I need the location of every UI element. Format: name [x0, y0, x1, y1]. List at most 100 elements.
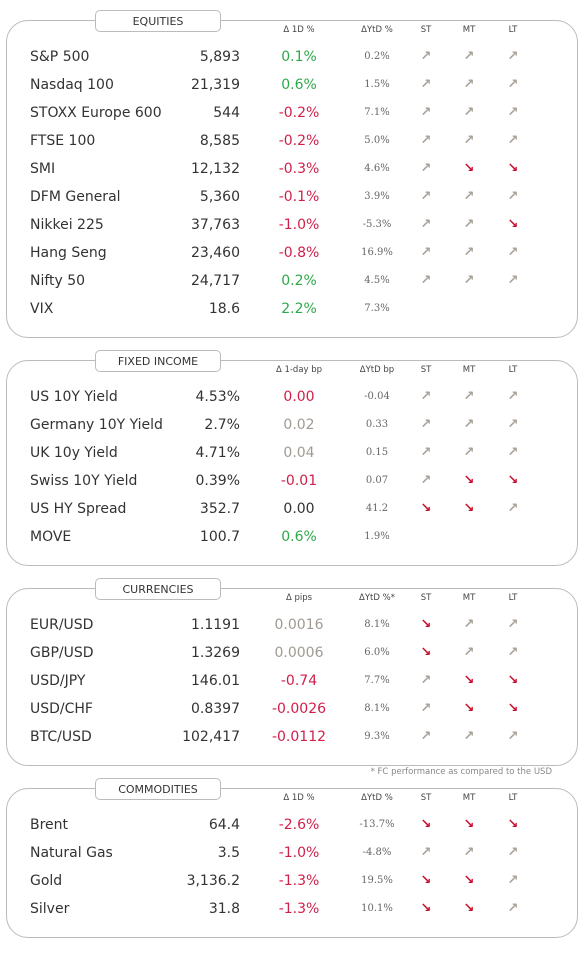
column-header: ΔYtD bp: [359, 365, 395, 375]
row-ytd: 9.3%: [364, 731, 390, 742]
row-change: -0.74: [280, 673, 318, 689]
column-header: Δ pips: [285, 593, 313, 603]
trend-arrow: ↘: [463, 701, 475, 716]
row-change: -1.3%: [278, 901, 320, 917]
trend-arrow: ↗: [507, 189, 519, 204]
trend-arrow: ↘: [463, 501, 475, 516]
row-name: STOXX Europe 600: [30, 105, 162, 121]
row-value: 2.7%: [204, 417, 240, 433]
trend-arrow: ↗: [507, 417, 519, 432]
column-header: ΔYtD %*: [359, 593, 395, 603]
row-value: 544: [213, 105, 240, 121]
section-title: EQUITIES: [95, 10, 221, 32]
trend-arrow: ↗: [507, 245, 519, 260]
column-header: ST: [420, 593, 432, 603]
trend-arrow: ↗: [507, 273, 519, 288]
trend-arrow: ↗: [463, 77, 475, 92]
trend-arrow: ↗: [420, 161, 432, 176]
row-value: 146.01: [191, 673, 240, 689]
column-header: MT: [462, 365, 476, 375]
column-header: LT: [508, 793, 518, 803]
row-ytd: 41.2: [365, 503, 389, 514]
row-change: -0.2%: [278, 133, 320, 149]
row-value: 4.53%: [195, 389, 240, 405]
trend-arrow: ↗: [420, 273, 432, 288]
row-ytd: 3.9%: [364, 191, 390, 202]
trend-arrow: ↗: [420, 845, 432, 860]
trend-arrow: ↗: [420, 389, 432, 404]
row-ytd: 16.9%: [361, 247, 393, 258]
row-name: Brent: [30, 817, 69, 833]
row-ytd: 7.1%: [364, 107, 390, 118]
row-ytd: 1.9%: [364, 531, 390, 542]
row-name: Gold: [30, 873, 63, 889]
row-change: -2.6%: [278, 817, 320, 833]
row-name: Nasdaq 100: [30, 77, 114, 93]
row-value: 12,132: [191, 161, 240, 177]
trend-arrow: ↘: [507, 673, 519, 688]
row-ytd: 7.3%: [364, 303, 390, 314]
row-value: 102,417: [182, 729, 240, 745]
trend-arrow: ↗: [507, 49, 519, 64]
row-value: 1.1191: [191, 617, 240, 633]
row-value: 18.6: [208, 301, 240, 317]
row-name: USD/JPY: [30, 673, 86, 689]
trend-arrow: ↗: [420, 673, 432, 688]
trend-arrow: ↗: [420, 105, 432, 120]
row-change: 0.0006: [274, 645, 324, 661]
row-value: 23,460: [191, 245, 240, 261]
column-header: LT: [508, 365, 518, 375]
trend-arrow: ↗: [463, 105, 475, 120]
trend-arrow: ↗: [507, 133, 519, 148]
row-change: -0.2%: [278, 105, 320, 121]
trend-arrow: ↘: [420, 501, 432, 516]
row-value: 4.71%: [195, 445, 240, 461]
column-header: ΔYtD %: [361, 793, 393, 803]
row-change: -0.01: [280, 473, 318, 489]
row-value: 37,763: [191, 217, 240, 233]
row-change: 0.00: [283, 501, 315, 517]
section-box: COMMODITIES Δ 1D % ΔYtD % ST MT LT Brent 64.4 -2…: [6, 778, 578, 938]
column-header: Δ 1D %: [283, 793, 315, 803]
row-change: 0.00: [283, 389, 315, 405]
row-change: -1.3%: [278, 873, 320, 889]
trend-arrow: ↗: [463, 445, 475, 460]
row-value: 3,136.2: [186, 873, 240, 889]
row-ytd: 0.07: [365, 475, 389, 486]
row-value: 5,893: [199, 49, 240, 65]
section-title: CURRENCIES: [95, 578, 221, 600]
trend-arrow: ↘: [507, 817, 519, 832]
trend-arrow: ↘: [420, 817, 432, 832]
row-change: 0.0016: [274, 617, 324, 633]
column-header: MT: [462, 793, 476, 803]
footnote: * FC performance as compared to the USD: [370, 767, 552, 777]
trend-arrow: ↗: [420, 217, 432, 232]
row-change: 0.04: [283, 445, 315, 461]
row-change: 0.2%: [281, 273, 317, 289]
row-ytd: -13.7%: [359, 819, 395, 830]
row-ytd: 8.1%: [364, 619, 390, 630]
row-name: Natural Gas: [30, 845, 113, 861]
column-header: LT: [508, 593, 518, 603]
row-name: Silver: [30, 901, 70, 917]
column-header: ST: [420, 365, 432, 375]
row-ytd: -0.04: [364, 391, 390, 402]
trend-arrow: ↗: [420, 701, 432, 716]
row-ytd: 0.2%: [364, 51, 390, 62]
trend-arrow: ↗: [420, 189, 432, 204]
row-value: 1.3269: [191, 645, 240, 661]
trend-arrow: ↗: [463, 729, 475, 744]
row-ytd: -5.3%: [362, 219, 392, 230]
trend-arrow: ↗: [463, 273, 475, 288]
trend-arrow: ↗: [507, 389, 519, 404]
row-ytd: 1.5%: [364, 79, 390, 90]
trend-arrow: ↗: [507, 645, 519, 660]
row-name: US HY Spread: [30, 501, 127, 517]
trend-arrow: ↗: [420, 245, 432, 260]
row-name: USD/CHF: [30, 701, 93, 717]
section-title: FIXED INCOME: [95, 350, 221, 372]
row-name: UK 10y Yield: [30, 445, 118, 461]
trend-arrow: ↗: [507, 617, 519, 632]
row-name: SMI: [30, 161, 56, 177]
trend-arrow: ↗: [420, 445, 432, 460]
